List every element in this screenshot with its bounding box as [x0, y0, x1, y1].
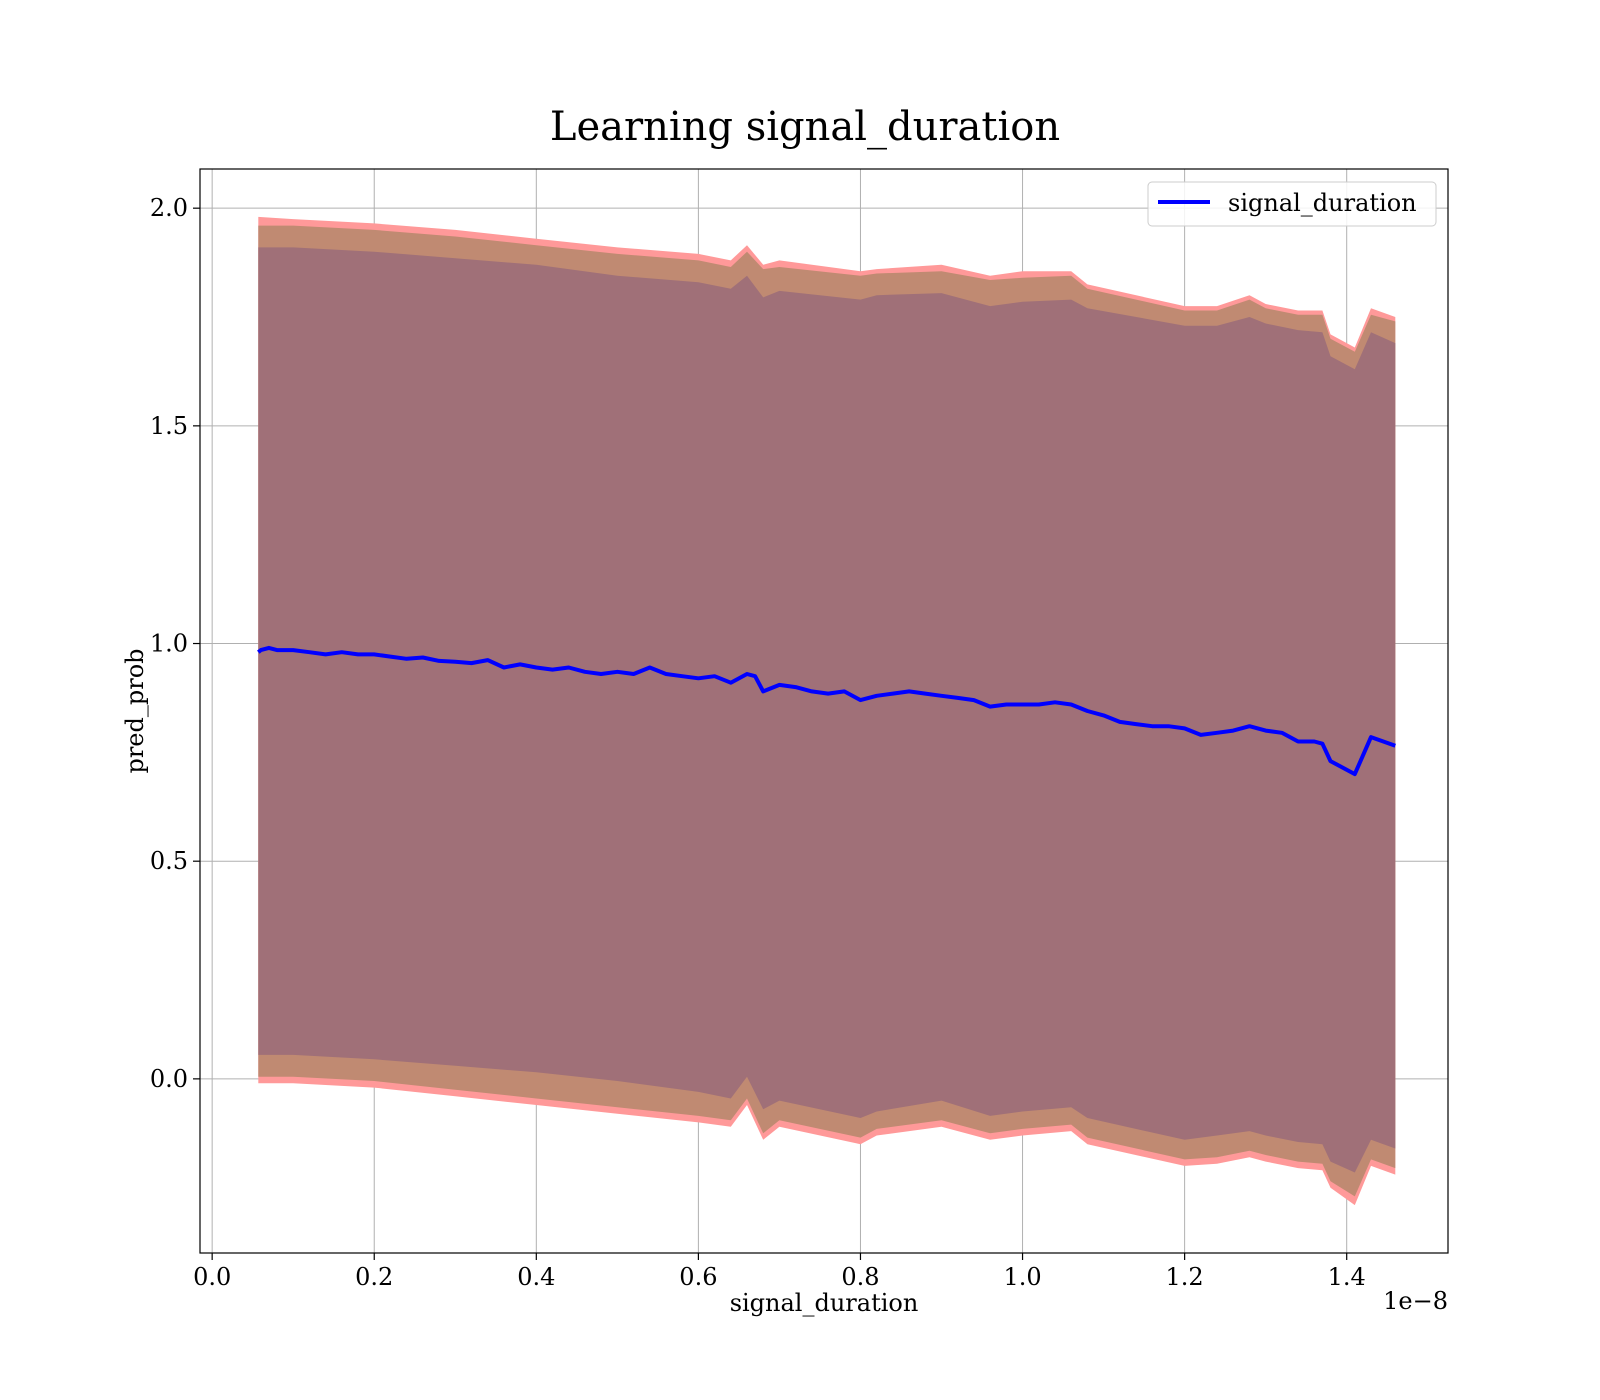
- x-tick-label: 0.2: [355, 1263, 393, 1291]
- x-tick-label: 0.4: [517, 1263, 555, 1291]
- y-tick-label: 1.5: [150, 412, 188, 440]
- chart-title: Learning signal_duration: [550, 104, 1060, 150]
- legend: signal_duration: [1147, 181, 1437, 227]
- confidence-bands: [258, 216, 1396, 1206]
- y-axis-label: pred_prob: [121, 648, 149, 773]
- x-tick-label: 0.8: [841, 1263, 879, 1291]
- plot-frame: [199, 168, 1449, 1254]
- x-tick-label: 1.2: [1166, 1263, 1204, 1291]
- legend-box: [1147, 181, 1437, 227]
- x-axis-label: signal_duration: [730, 1289, 919, 1317]
- x-axis: 0.0 0.2 0.4 0.6 0.8 1.0 1.2 1.4: [193, 1253, 1366, 1291]
- legend-label-signal-duration: signal_duration: [1228, 189, 1417, 217]
- series-line-signal-duration: [257, 645, 1396, 777]
- x-tick-label: 0.0: [193, 1263, 231, 1291]
- y-tick-label: 1.0: [150, 630, 188, 658]
- x-tick-label: 0.6: [679, 1263, 717, 1291]
- y-tick-label: 2.0: [150, 194, 188, 222]
- y-axis: 0.0 0.5 1.0 1.5 2.0: [150, 194, 200, 1093]
- y-tick-label: 0.0: [150, 1065, 188, 1093]
- x-tick-label: 1.4: [1328, 1263, 1366, 1291]
- y-tick-label: 0.5: [150, 847, 188, 875]
- band-inner: [258, 247, 1396, 1173]
- x-axis-offset-label: 1e−8: [1383, 1287, 1448, 1315]
- x-tick-label: 1.0: [1003, 1263, 1041, 1291]
